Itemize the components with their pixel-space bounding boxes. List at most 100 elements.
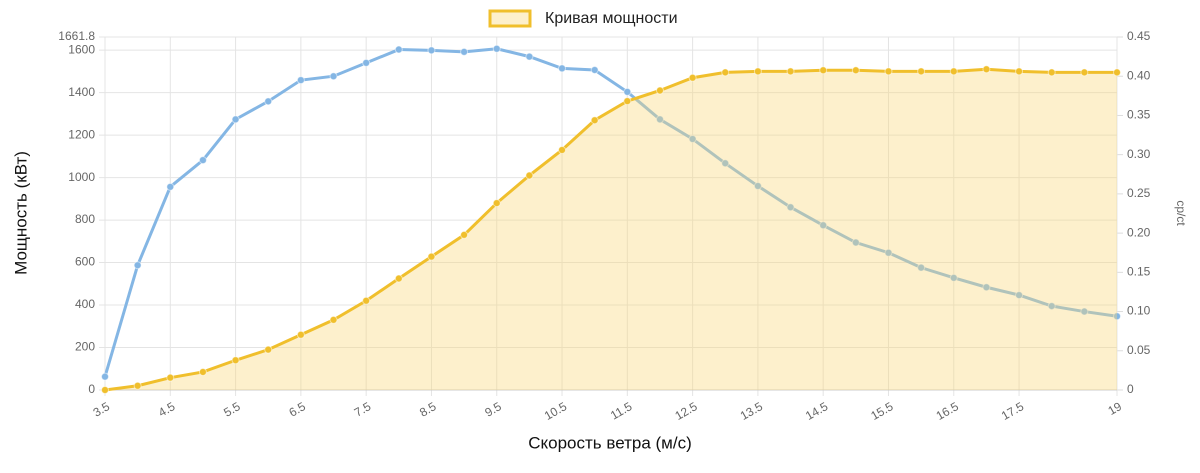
- x-tick-label: 15.5: [868, 399, 896, 423]
- point: [590, 116, 599, 125]
- point: [884, 248, 893, 257]
- point: [362, 296, 371, 305]
- y2-tick-label: 0.25: [1127, 186, 1151, 200]
- point: [166, 182, 175, 191]
- point: [133, 261, 142, 270]
- point: [590, 65, 599, 74]
- point: [198, 156, 207, 165]
- point: [492, 44, 501, 53]
- x-tick-label: 17.5: [999, 399, 1027, 423]
- point: [264, 345, 273, 354]
- point: [753, 182, 762, 191]
- legend-swatch: [488, 9, 532, 28]
- area: [105, 69, 1117, 391]
- y2-tick-label: 0: [1127, 382, 1134, 396]
- x-tick-label: 14.5: [803, 399, 831, 423]
- point: [101, 386, 109, 394]
- x-tick-label: 5.5: [221, 399, 243, 420]
- x-tick-label: 8.5: [417, 399, 439, 420]
- point: [655, 86, 664, 95]
- point: [558, 64, 567, 73]
- point: [786, 67, 795, 76]
- point: [753, 67, 762, 76]
- x-tick-label: 7.5: [352, 399, 374, 420]
- x-tick-label: 4.5: [156, 399, 178, 420]
- point: [688, 134, 697, 143]
- point: [198, 367, 207, 376]
- x-tick-label: 6.5: [287, 399, 309, 420]
- x-tick-label: 9.5: [482, 399, 504, 420]
- point: [982, 65, 991, 74]
- point: [819, 66, 828, 75]
- point: [231, 115, 240, 124]
- point: [917, 67, 926, 76]
- point: [1113, 312, 1121, 321]
- point: [329, 315, 338, 324]
- point: [558, 145, 567, 154]
- y-tick-label: 400: [75, 297, 95, 311]
- x-tick-label: 13.5: [738, 399, 766, 423]
- point: [133, 381, 142, 390]
- point: [917, 263, 926, 272]
- point: [786, 203, 795, 212]
- point: [1080, 68, 1089, 77]
- y2-tick-label: 0.45: [1127, 29, 1151, 43]
- point: [851, 238, 860, 247]
- y-tick-label: 1000: [68, 170, 95, 184]
- point: [851, 66, 860, 75]
- point: [721, 159, 730, 168]
- y-axis-label: Мощность (кВт): [11, 151, 30, 275]
- point: [362, 58, 371, 67]
- x-tick-label: 12.5: [672, 399, 700, 423]
- line: [104, 67, 1117, 392]
- point: [949, 67, 958, 76]
- point: [655, 115, 664, 124]
- point: [1047, 68, 1056, 77]
- y2-tick-label: 0.15: [1127, 265, 1151, 279]
- y-tick-label: 1661.8: [58, 29, 95, 43]
- point: [427, 252, 436, 261]
- y2-tick-label: 0.20: [1127, 225, 1151, 239]
- point: [1015, 67, 1024, 76]
- point: [460, 230, 469, 239]
- y2-tick-label: 0.10: [1127, 304, 1151, 318]
- x-tick-label: 10.5: [542, 399, 570, 423]
- y2-tick-label: 0.40: [1127, 68, 1151, 82]
- point: [460, 47, 469, 56]
- point: [884, 67, 893, 76]
- point: [101, 372, 109, 381]
- line: [103, 47, 1118, 378]
- point: [721, 68, 730, 77]
- point: [394, 45, 403, 54]
- point: [166, 373, 175, 382]
- point: [982, 283, 991, 292]
- point: [296, 330, 305, 339]
- y2-tick-label: 0.05: [1127, 343, 1151, 357]
- y2-tick-label: 0.30: [1127, 147, 1151, 161]
- point: [1113, 68, 1121, 77]
- y-tick-label: 600: [75, 255, 95, 269]
- point: [427, 46, 436, 55]
- point: [525, 171, 534, 180]
- point: [492, 199, 501, 208]
- point: [329, 72, 338, 81]
- y-tick-label: 200: [75, 340, 95, 354]
- y2-axis-label: cp/ct: [1174, 200, 1188, 226]
- x-axis-label: Скорость ветра (м/с): [528, 433, 692, 452]
- point: [623, 97, 632, 106]
- point: [231, 356, 240, 365]
- x-tick-label: 19: [1106, 399, 1125, 418]
- y-tick-label: 1600: [68, 42, 95, 56]
- point: [296, 76, 305, 85]
- point: [525, 52, 534, 61]
- y-tick-label: 0: [88, 382, 95, 396]
- point: [1047, 302, 1056, 311]
- legend-label: Кривая мощности: [545, 10, 678, 27]
- x-tick-label: 3.5: [91, 399, 113, 420]
- point: [949, 273, 958, 282]
- point: [688, 73, 697, 82]
- point: [819, 221, 828, 230]
- point: [623, 87, 632, 96]
